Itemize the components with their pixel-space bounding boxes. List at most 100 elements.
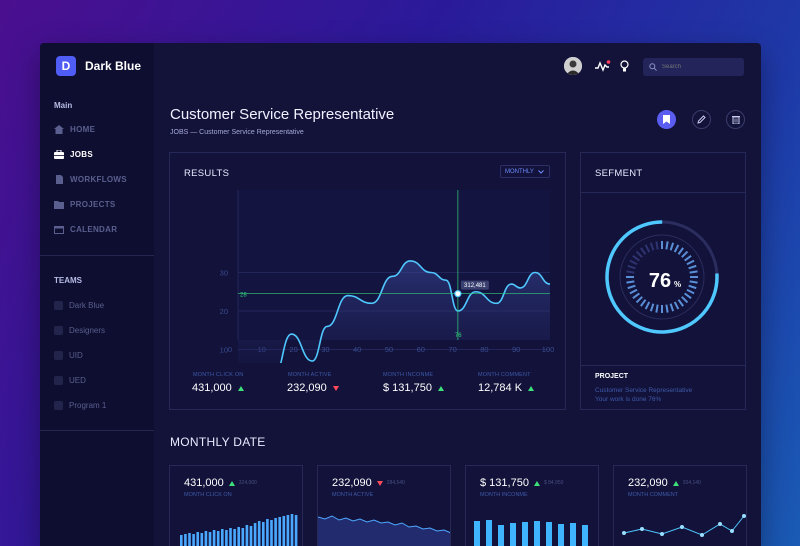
activity-icon[interactable] — [595, 60, 611, 72]
gauge-tick — [689, 280, 698, 284]
project-name: Customer Service Representative — [595, 387, 693, 394]
monthly-label: MONTH INCONME — [480, 492, 528, 498]
bar — [212, 530, 216, 546]
edit-button[interactable] — [692, 110, 711, 129]
chevron-down-icon — [538, 170, 544, 174]
team-item[interactable]: Program 1 — [54, 401, 106, 410]
trend-up-icon — [228, 480, 235, 486]
delete-button[interactable] — [726, 110, 745, 129]
bookmark-button[interactable] — [657, 110, 676, 129]
document-icon — [56, 175, 63, 184]
main-section-label: Main — [54, 101, 73, 110]
bar — [266, 519, 269, 546]
stat-number: 12,784 K — [478, 382, 523, 394]
team-item[interactable]: Dark Blue — [54, 301, 104, 310]
monthly-chart — [180, 514, 298, 546]
sidebar-item-home[interactable]: HOME — [54, 125, 95, 134]
gauge-tick — [627, 264, 636, 270]
sidebar-item-label: PROJECTS — [70, 200, 116, 209]
monthly-label: MONTH COMMENT — [628, 492, 679, 498]
page-title: Customer Service Representative — [170, 106, 395, 123]
x-tick-label: 0 — [228, 345, 232, 354]
tooltip-value: 312,481 — [464, 283, 486, 289]
team-checkbox[interactable] — [54, 301, 63, 310]
team-label: Program 1 — [69, 401, 107, 410]
monthly-card[interactable] — [613, 465, 747, 546]
period-value: MONTHLY — [505, 168, 534, 175]
user-avatar-icon — [564, 57, 582, 75]
gauge-tick — [640, 299, 647, 307]
gauge-tick — [688, 284, 697, 290]
gauge-tick — [677, 299, 684, 307]
team-checkbox[interactable] — [54, 401, 63, 410]
lightbulb-icon[interactable] — [620, 60, 629, 73]
bar — [196, 532, 199, 546]
monthly-chart — [622, 514, 746, 537]
monthly-chart — [318, 515, 450, 546]
monthly-previous: 204,140 — [682, 480, 701, 486]
monthly-label: MONTH CLICK ON — [184, 492, 232, 498]
progress-gauge: 76 % — [605, 220, 719, 334]
sidebar-item-calendar[interactable]: CALENDAR — [54, 225, 117, 234]
gauge-tick — [626, 270, 635, 274]
team-label: Dark Blue — [69, 301, 105, 310]
bar — [208, 532, 212, 546]
search-input[interactable] — [662, 64, 742, 70]
stat-number: 232,090 — [287, 382, 327, 394]
x-tick-label: 30 — [321, 345, 329, 354]
team-item[interactable]: UED — [54, 376, 86, 385]
crosshair-y-label: 28 — [240, 293, 247, 299]
gauge-inner-ring — [619, 234, 705, 320]
data-point — [742, 514, 746, 518]
bar — [257, 521, 261, 546]
series-line — [623, 515, 745, 536]
gauge-tick — [629, 259, 638, 266]
project-label: PROJECT — [595, 373, 629, 380]
gauge-tick — [677, 247, 684, 255]
team-item[interactable]: Designers — [54, 326, 105, 335]
bar — [184, 534, 187, 546]
brand[interactable]: D Dark Blue — [56, 56, 141, 76]
gauge-tick — [640, 247, 647, 255]
calendar-icon — [54, 226, 64, 234]
team-checkbox[interactable] — [54, 326, 63, 335]
team-checkbox[interactable] — [54, 351, 63, 360]
gauge-tick — [681, 250, 689, 258]
bar — [278, 517, 281, 546]
gauge-tick — [673, 301, 680, 310]
trend-up-icon — [237, 385, 244, 391]
bookmark-icon — [663, 115, 670, 124]
x-tick-label: 70 — [448, 345, 456, 354]
search-bar[interactable] — [643, 58, 744, 76]
bar — [221, 529, 224, 546]
results-chart[interactable]: 10203001020304050607080901002876312,481 — [180, 188, 555, 363]
project-status: Your work is done 76% — [595, 396, 662, 403]
bar — [486, 520, 492, 546]
monthly-heading: MONTHLY DATE — [170, 435, 266, 449]
breadcrumb: JOBS — Customer Service Representative — [170, 129, 304, 136]
y-tick-label: 20 — [220, 307, 228, 316]
monthly-value: $ 131,750 $ 84,950 — [480, 477, 563, 489]
bar — [570, 523, 576, 546]
home-icon — [54, 125, 64, 134]
x-tick-label: 40 — [353, 345, 361, 354]
gauge-tick — [644, 244, 651, 253]
team-checkbox[interactable] — [54, 376, 63, 385]
monthly-chart — [474, 520, 588, 546]
sidebar-item-jobs[interactable]: JOBS — [54, 150, 93, 159]
period-dropdown[interactable]: MONTHLY — [500, 165, 550, 178]
stat-value: 431,000 — [192, 382, 244, 394]
data-point — [718, 522, 722, 526]
sidebar-item-workflows[interactable]: WORKFLOWS — [54, 175, 127, 184]
bar — [216, 531, 220, 546]
team-item[interactable]: UID — [54, 351, 83, 360]
sidebar-item-projects[interactable]: PROJECTS — [54, 200, 116, 209]
monthly-previous: 284,540 — [386, 480, 405, 486]
avatar[interactable] — [564, 57, 582, 75]
gauge-tick — [632, 255, 640, 262]
team-label: Designers — [69, 326, 106, 335]
gauge-tick — [665, 241, 669, 250]
segment-divider — [581, 192, 745, 193]
gauge-tick — [673, 244, 680, 253]
sidebar: D Dark Blue Main HOME JOBS WORKFLOWS PRO… — [40, 43, 154, 546]
